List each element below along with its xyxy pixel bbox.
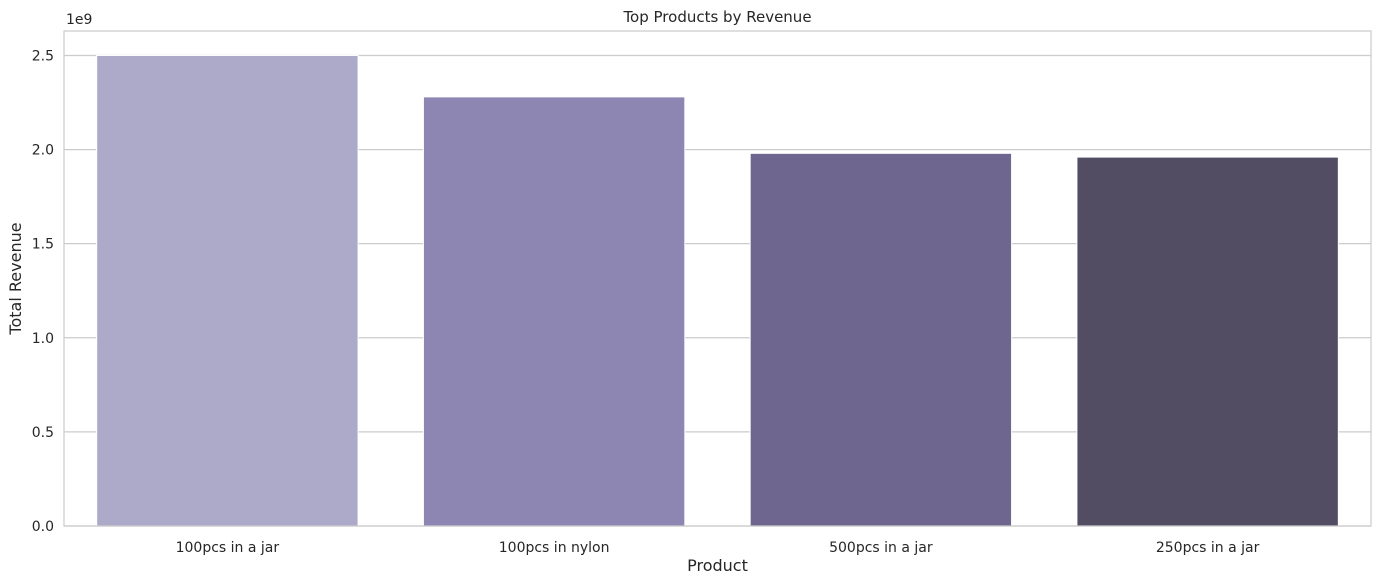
x-tick-label: 250pcs in a jar xyxy=(1156,540,1260,556)
x-tick-label: 500pcs in a jar xyxy=(829,540,933,556)
y-axis-label: Total Revenue xyxy=(6,222,25,335)
x-tick-label: 100pcs in a jar xyxy=(176,540,280,556)
axes-frame xyxy=(63,30,1372,527)
y-tick-label: 1.5 xyxy=(32,237,54,253)
bars xyxy=(96,54,1339,527)
y-tick-label: 2.5 xyxy=(32,48,54,64)
y-tick-labels: 0.0 0.5 1.0 1.5 2.0 2.5 xyxy=(32,48,54,535)
y-tick-label: 0.5 xyxy=(32,425,54,441)
x-tick-labels: 100pcs in a jar 100pcs in nylon 500pcs in … xyxy=(176,540,1260,556)
y-axis-offset-label: 1e9 xyxy=(66,12,92,28)
x-axis-label: Product xyxy=(687,556,748,575)
y-tick-label: 0.0 xyxy=(32,519,54,535)
bar xyxy=(1076,156,1339,527)
chart-title: Top Products by Revenue xyxy=(622,8,811,26)
bar xyxy=(96,54,359,527)
x-tick-label: 100pcs in nylon xyxy=(499,540,610,556)
bar xyxy=(749,152,1013,527)
y-tick-label: 1.0 xyxy=(32,331,54,347)
bar xyxy=(422,96,686,527)
y-tick-label: 2.0 xyxy=(32,143,54,159)
